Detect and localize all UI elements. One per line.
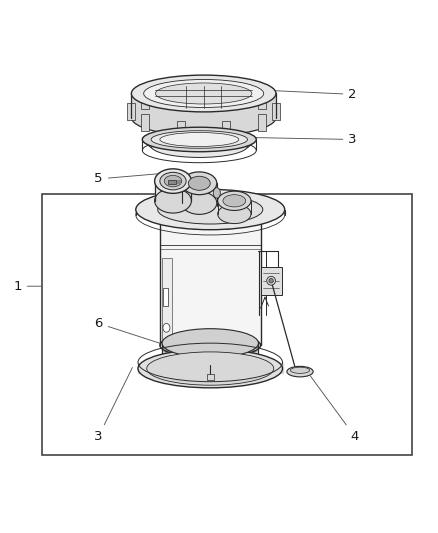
Ellipse shape (290, 367, 310, 374)
Ellipse shape (267, 276, 276, 285)
Ellipse shape (131, 99, 276, 136)
Bar (163, 288, 168, 306)
Ellipse shape (162, 329, 258, 358)
Ellipse shape (188, 176, 210, 190)
Ellipse shape (160, 172, 186, 190)
Ellipse shape (213, 188, 220, 198)
Ellipse shape (163, 324, 170, 332)
Polygon shape (182, 183, 217, 203)
Ellipse shape (217, 203, 238, 229)
Ellipse shape (223, 195, 246, 207)
Polygon shape (162, 343, 258, 364)
Ellipse shape (164, 175, 182, 187)
Ellipse shape (158, 195, 263, 224)
Ellipse shape (136, 189, 285, 230)
Bar (127, 103, 135, 120)
Polygon shape (218, 201, 251, 214)
Text: 2: 2 (244, 88, 357, 101)
Bar (42, 194, 412, 455)
Bar (177, 86, 185, 102)
Polygon shape (155, 181, 191, 201)
Ellipse shape (142, 127, 256, 152)
Text: 5: 5 (95, 172, 162, 185)
Bar (222, 86, 230, 102)
Ellipse shape (131, 75, 276, 112)
Text: 3: 3 (241, 133, 357, 146)
Ellipse shape (145, 131, 253, 153)
Ellipse shape (151, 131, 247, 148)
Ellipse shape (218, 191, 251, 211)
Ellipse shape (155, 83, 252, 104)
Ellipse shape (138, 349, 283, 388)
Ellipse shape (142, 128, 256, 151)
Text: 4: 4 (311, 376, 359, 443)
Polygon shape (138, 364, 283, 373)
Bar (141, 114, 149, 131)
Ellipse shape (148, 133, 250, 156)
Ellipse shape (162, 350, 258, 378)
Ellipse shape (287, 366, 313, 377)
Bar (207, 374, 214, 379)
Ellipse shape (160, 333, 261, 358)
Text: 6: 6 (95, 317, 181, 350)
Bar (177, 120, 185, 138)
Ellipse shape (151, 135, 247, 157)
Ellipse shape (218, 204, 251, 223)
Text: 3: 3 (94, 368, 132, 443)
Ellipse shape (269, 279, 273, 283)
Ellipse shape (147, 352, 274, 385)
Ellipse shape (182, 191, 217, 214)
Bar (272, 103, 280, 120)
Bar (258, 92, 266, 109)
Bar (141, 92, 149, 109)
Ellipse shape (155, 189, 191, 213)
Bar (222, 120, 230, 138)
Bar (258, 114, 266, 131)
Ellipse shape (144, 79, 264, 108)
Ellipse shape (184, 203, 205, 229)
Bar (177, 180, 181, 184)
Bar (261, 266, 282, 295)
Ellipse shape (160, 133, 239, 147)
Polygon shape (131, 93, 276, 118)
Ellipse shape (155, 169, 191, 193)
Polygon shape (160, 209, 261, 345)
Bar (168, 180, 176, 184)
Bar (162, 258, 172, 341)
Text: 1: 1 (13, 280, 41, 293)
Ellipse shape (182, 172, 217, 195)
